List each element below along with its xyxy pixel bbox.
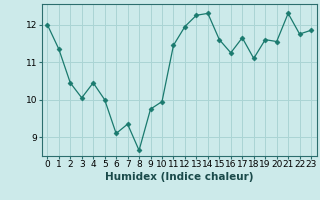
X-axis label: Humidex (Indice chaleur): Humidex (Indice chaleur)	[105, 172, 253, 182]
